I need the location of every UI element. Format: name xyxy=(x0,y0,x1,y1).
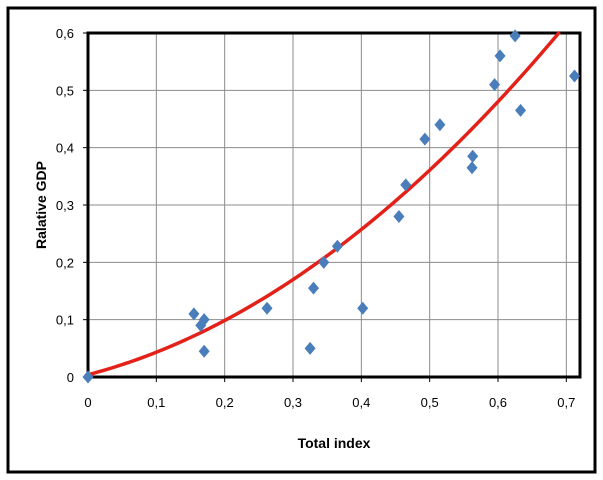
data-point xyxy=(467,149,479,163)
x-tick-label: 0,4 xyxy=(352,395,370,410)
x-tick-label: 0,7 xyxy=(557,395,575,410)
data-point xyxy=(304,341,316,355)
y-tick-label: 0 xyxy=(67,370,74,385)
data-point xyxy=(188,307,200,321)
data-point xyxy=(261,301,273,315)
data-point xyxy=(515,103,527,117)
x-tick-label: 0,3 xyxy=(284,395,302,410)
x-axis-ticks: 0 0,1 0,2 0,3 0,4 0,5 0,6 0,7 xyxy=(84,377,575,410)
y-tick-label: 0,6 xyxy=(56,26,74,41)
data-point xyxy=(509,29,521,43)
y-axis-ticks: 0 0,1 0,2 0,3 0,4 0,5 0,6 xyxy=(56,26,88,385)
x-tick-label: 0,1 xyxy=(147,395,165,410)
x-tick-label: 0 xyxy=(84,395,91,410)
x-axis-title: Total index xyxy=(298,435,371,451)
data-point xyxy=(569,69,581,83)
data-point xyxy=(82,370,94,384)
y-tick-label: 0,5 xyxy=(56,83,74,98)
data-point xyxy=(494,49,506,63)
data-point xyxy=(357,301,369,315)
data-point xyxy=(400,178,412,192)
data-point xyxy=(419,132,431,146)
data-point xyxy=(393,209,405,223)
data-point xyxy=(434,118,446,132)
data-point xyxy=(308,281,319,295)
data-point xyxy=(466,161,478,175)
data-point xyxy=(198,313,210,327)
data-points xyxy=(82,29,581,384)
y-tick-label: 0,3 xyxy=(56,198,74,213)
grid xyxy=(88,33,580,377)
x-tick-label: 0,6 xyxy=(489,395,507,410)
y-tick-label: 0,4 xyxy=(56,141,74,156)
x-tick-label: 0,2 xyxy=(216,395,234,410)
y-tick-label: 0,2 xyxy=(56,255,74,270)
y-axis-title: Ralative GDP xyxy=(33,161,49,249)
y-tick-label: 0,1 xyxy=(56,313,74,328)
data-point xyxy=(489,78,501,92)
x-tick-label: 0,5 xyxy=(421,395,439,410)
data-point xyxy=(198,344,210,358)
data-point xyxy=(318,255,330,269)
data-point xyxy=(331,239,343,253)
